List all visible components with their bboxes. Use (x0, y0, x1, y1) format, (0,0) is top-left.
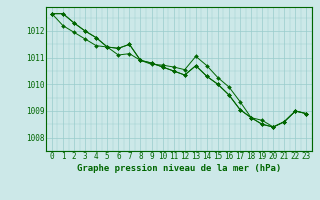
X-axis label: Graphe pression niveau de la mer (hPa): Graphe pression niveau de la mer (hPa) (77, 164, 281, 173)
